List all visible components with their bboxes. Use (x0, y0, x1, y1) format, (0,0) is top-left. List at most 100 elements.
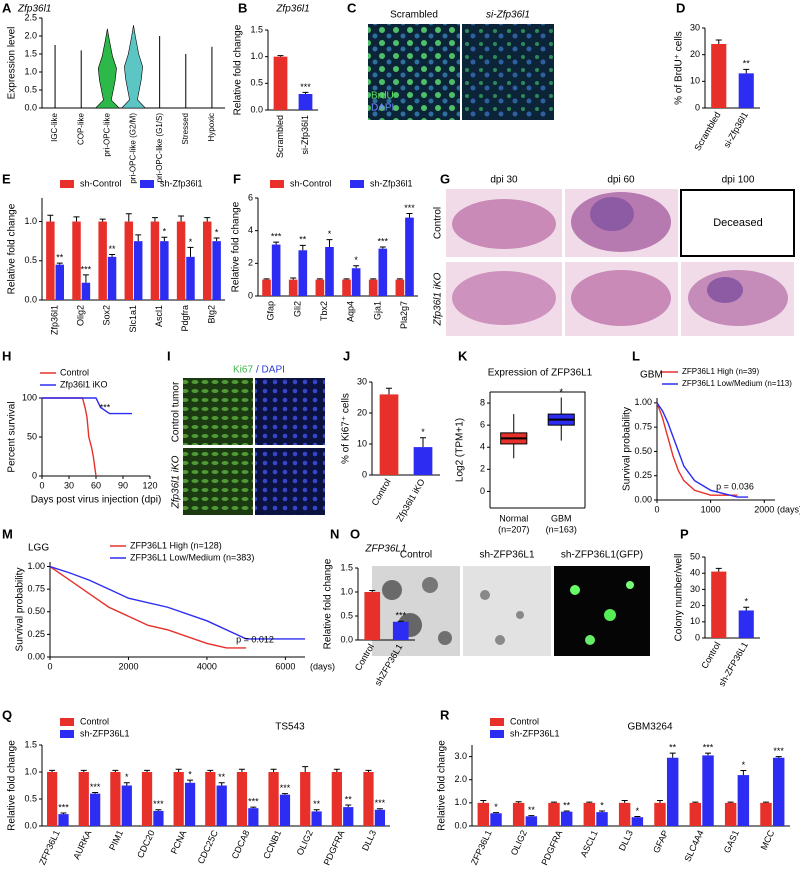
error-bar (92, 792, 99, 794)
bar (124, 221, 134, 300)
x-tick-label: MCC (759, 828, 777, 851)
x-tick-label: ZFP36L1 (469, 829, 494, 867)
bar (379, 394, 399, 475)
x-tick-label: Control (699, 640, 722, 670)
tissue (452, 271, 556, 325)
bar (110, 772, 121, 826)
bar (298, 250, 308, 296)
significance: *** (90, 782, 101, 792)
panel-label: I (167, 348, 171, 363)
x-tick-label: PCNA (169, 829, 189, 856)
stain-label: Ki67 (233, 365, 253, 376)
bar (298, 94, 313, 110)
bar (262, 279, 271, 296)
bar (311, 811, 322, 826)
y-tick-label: 30 (357, 376, 367, 386)
significance: *** (395, 611, 406, 621)
bar (72, 221, 81, 300)
error-bar (343, 278, 350, 280)
legend-label: ZFP36L1 Low/Medium (n=383) (130, 552, 254, 562)
legend-label: sh-ZFP36L1 (510, 728, 560, 738)
micrograph (183, 448, 253, 515)
x-tick-label: si-Zfp36l1 (722, 110, 750, 149)
x-tick-label: 4000 (197, 661, 217, 671)
error-bar (161, 236, 168, 242)
bar (46, 772, 58, 826)
y-tick-label: 0 (248, 290, 253, 300)
chart-title: ZFP36L1 (364, 544, 406, 555)
legend-label: Control (510, 716, 539, 726)
error-bar (386, 387, 392, 395)
violin (149, 36, 171, 109)
significance: * (163, 227, 167, 237)
panel-label: N (330, 526, 339, 541)
x-tick-label: Normal (499, 513, 528, 523)
error-bar (299, 244, 306, 251)
x-tick-label: 0 (47, 661, 52, 671)
micrograph (255, 448, 325, 515)
significance: * (636, 806, 640, 816)
y-tick-label: 1.0 (24, 766, 37, 776)
colony (604, 609, 616, 621)
y-tick-label: 0 (362, 469, 367, 479)
bar (363, 772, 374, 826)
x-tick-sublabel: (n=207) (498, 524, 529, 534)
significance: *** (404, 203, 415, 213)
bar (405, 217, 414, 296)
error-bar (727, 801, 734, 803)
tissue (571, 270, 671, 326)
x-tick-label: GAS1 (722, 829, 741, 855)
frame (490, 391, 586, 508)
error-bar (715, 567, 722, 572)
y-tick-label: 2 (480, 464, 485, 474)
column-label: dpi 30 (490, 175, 518, 186)
bar (560, 811, 573, 826)
significance: ** (669, 742, 677, 752)
colony (570, 585, 580, 595)
x-tick-label: COP-like (76, 112, 85, 145)
violin (70, 50, 92, 109)
significance: * (600, 800, 604, 810)
error-bar (370, 278, 377, 280)
bar (342, 279, 351, 296)
row-label: Control (433, 207, 444, 239)
error-bar (175, 768, 182, 772)
significance: *** (248, 796, 259, 806)
legend-swatch (350, 180, 364, 188)
error-bar (144, 769, 151, 772)
error-bar (281, 793, 288, 795)
bar (271, 244, 281, 296)
x-tick-label: SLC4A4 (682, 829, 705, 864)
significance: *** (153, 799, 164, 809)
panel-label: B (238, 0, 247, 15)
y-tick-label: 20 (690, 600, 700, 610)
y-axis-label: % of Ki67⁺ cells (341, 393, 352, 464)
y-tick-label: 3.0 (454, 751, 467, 761)
bar (724, 802, 737, 826)
x-tick-label: 0 (39, 480, 44, 490)
bar (107, 256, 117, 300)
survival-line (49, 565, 247, 649)
y-axis-label: Relative fold change (323, 558, 334, 649)
bar (78, 772, 89, 826)
y-tick-label: 2.5 (24, 12, 37, 22)
x-tick-label: Gli2 (292, 301, 302, 317)
panel-i: I Ki67 / DAPI Control tumor Zfp36l1 iKO (167, 348, 325, 515)
y-tick-label: 0 (695, 632, 700, 642)
x-tick-sublabel: (n=163) (546, 524, 577, 534)
tissue (590, 197, 634, 231)
error-bar (238, 768, 245, 772)
y-tick-label: 10 (690, 76, 700, 86)
error-bar (656, 800, 663, 803)
y-tick-label: 100 (22, 392, 37, 402)
y-axis-label: Survival probability (15, 568, 26, 652)
bar (268, 772, 279, 826)
y-tick-label: 4 (480, 442, 485, 452)
y-axis-label: Relative fold change (7, 740, 18, 831)
error-bar (743, 68, 750, 74)
error-bar (302, 766, 309, 772)
error-bar (112, 769, 119, 772)
y-tick-label: 0.50 (27, 606, 45, 616)
